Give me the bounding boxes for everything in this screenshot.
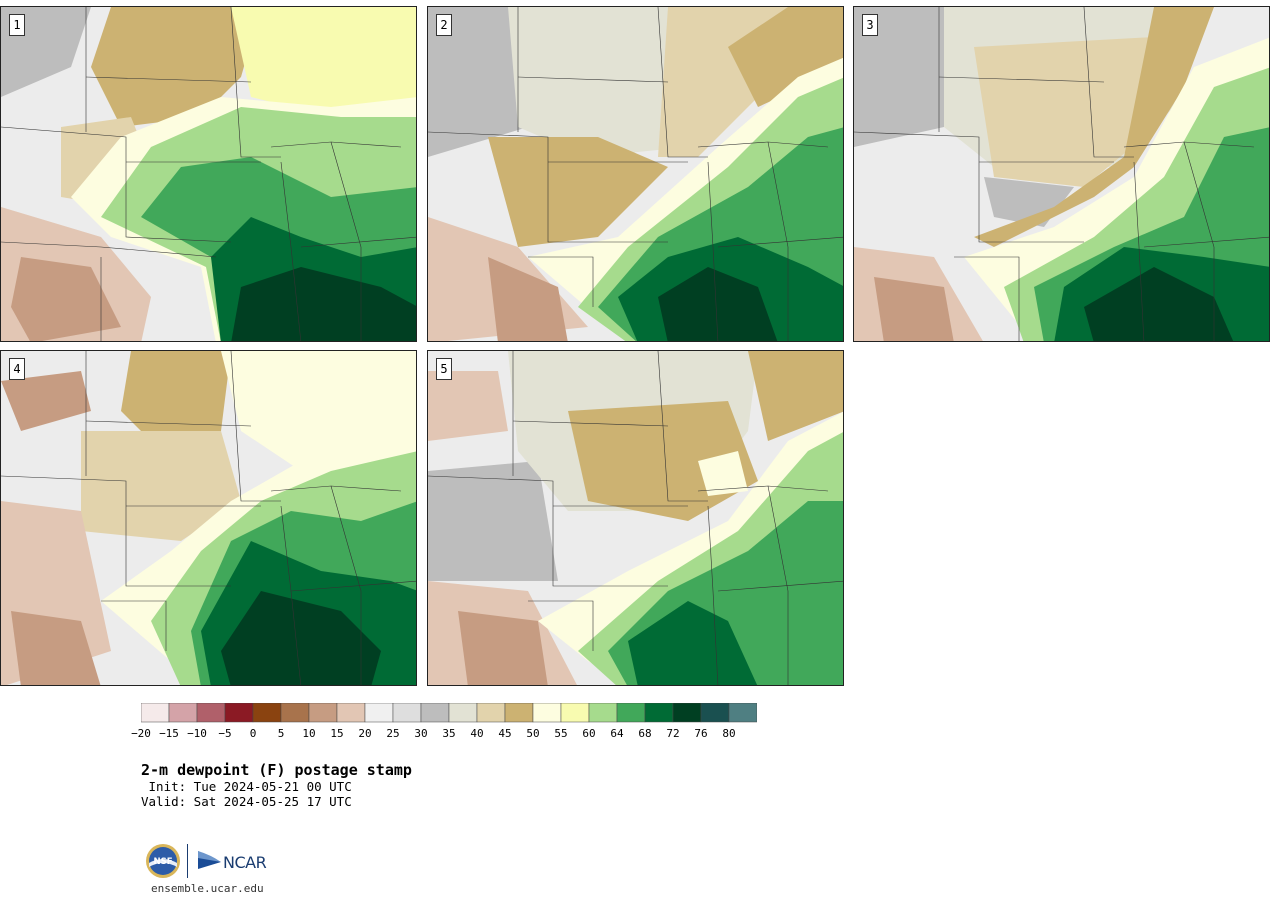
colorbar-swatch bbox=[616, 703, 646, 723]
colorbar-swatch bbox=[252, 703, 282, 723]
ncar-logo-text: NCAR bbox=[223, 853, 267, 872]
logo-separator bbox=[187, 844, 188, 878]
colorbar-swatch bbox=[141, 703, 170, 723]
colorbar-tick-label: −5 bbox=[218, 727, 232, 740]
ncar-logo-icon: NCAR bbox=[198, 851, 267, 872]
colorbar-swatch bbox=[308, 703, 338, 723]
colorbar-tick-label: 35 bbox=[442, 727, 456, 740]
product-title: 2-m dewpoint (F) postage stamp bbox=[141, 761, 412, 779]
panel-label-5: 5 bbox=[436, 358, 452, 380]
colorbar-tick-label: 20 bbox=[358, 727, 372, 740]
colorbar-tick-label: 25 bbox=[386, 727, 400, 740]
colorbar-tick-label: −10 bbox=[187, 727, 207, 740]
ensemble-member-map-2[interactable]: 2 bbox=[427, 6, 844, 342]
ensemble-member-map-5[interactable]: 5 bbox=[427, 350, 844, 686]
colorbar-swatch bbox=[504, 703, 534, 723]
nsf-logo-icon: NSF bbox=[146, 844, 180, 878]
panel-label-1: 1 bbox=[9, 14, 25, 36]
colorbar-tick-label: 10 bbox=[302, 727, 316, 740]
colorbar-tick-label: 55 bbox=[554, 727, 568, 740]
ensemble-member-map-3[interactable]: 3 bbox=[853, 6, 1270, 342]
dewpoint-field-3 bbox=[854, 7, 1269, 341]
website-url[interactable]: ensemble.ucar.edu bbox=[151, 882, 264, 895]
colorbar-swatch bbox=[168, 703, 198, 723]
init-time: Init: Tue 2024-05-21 00 UTC bbox=[141, 779, 352, 794]
colorbar-swatch bbox=[224, 703, 254, 723]
colorbar-tick-label: −15 bbox=[159, 727, 179, 740]
colorbar-swatch bbox=[532, 703, 562, 723]
colorbar-swatch bbox=[588, 703, 618, 723]
ensemble-member-map-4[interactable]: 4 bbox=[0, 350, 417, 686]
colorbar-swatch bbox=[560, 703, 590, 723]
colorbar-swatch bbox=[672, 703, 702, 723]
nsf-logo-text: NSF bbox=[153, 857, 172, 867]
colorbar-swatch bbox=[280, 703, 310, 723]
colorbar-tick-label: 72 bbox=[666, 727, 680, 740]
colorbar-swatch bbox=[336, 703, 366, 723]
colorbar-tick-label: 45 bbox=[498, 727, 512, 740]
colorbar-swatch bbox=[728, 703, 757, 723]
colorbar-swatch bbox=[420, 703, 450, 723]
colorbar-tick-label: 64 bbox=[610, 727, 624, 740]
colorbar-swatch bbox=[476, 703, 506, 723]
dewpoint-field-5 bbox=[428, 351, 843, 685]
colorbar-tick-label: −20 bbox=[131, 727, 151, 740]
dewpoint-field-1 bbox=[1, 7, 416, 341]
colorbar-tick-label: 50 bbox=[526, 727, 540, 740]
colorbar-tick-label: 5 bbox=[277, 727, 285, 740]
dewpoint-colorbar bbox=[141, 703, 757, 723]
colorbar-swatch bbox=[700, 703, 730, 723]
colorbar-tick-label: 76 bbox=[694, 727, 708, 740]
colorbar-tick-label: 40 bbox=[470, 727, 484, 740]
panel-label-3: 3 bbox=[862, 14, 878, 36]
colorbar-swatch bbox=[644, 703, 674, 723]
colorbar-swatch bbox=[392, 703, 422, 723]
panel-label-4: 4 bbox=[9, 358, 25, 380]
colorbar-tick-label: 80 bbox=[722, 727, 736, 740]
panel-label-2: 2 bbox=[436, 14, 452, 36]
valid-time: Valid: Sat 2024-05-25 17 UTC bbox=[141, 794, 352, 809]
colorbar-tick-label: 0 bbox=[249, 727, 257, 740]
colorbar-tick-label: 60 bbox=[582, 727, 596, 740]
ensemble-member-map-1[interactable]: 1 bbox=[0, 6, 417, 342]
colorbar-tick-label: 15 bbox=[330, 727, 344, 740]
colorbar-swatch bbox=[448, 703, 478, 723]
colorbar-swatch bbox=[196, 703, 226, 723]
colorbar-swatch bbox=[364, 703, 394, 723]
colorbar-tick-label: 30 bbox=[414, 727, 428, 740]
dewpoint-field-2 bbox=[428, 7, 843, 341]
dewpoint-field-4 bbox=[1, 351, 416, 685]
colorbar-tick-label: 68 bbox=[638, 727, 652, 740]
